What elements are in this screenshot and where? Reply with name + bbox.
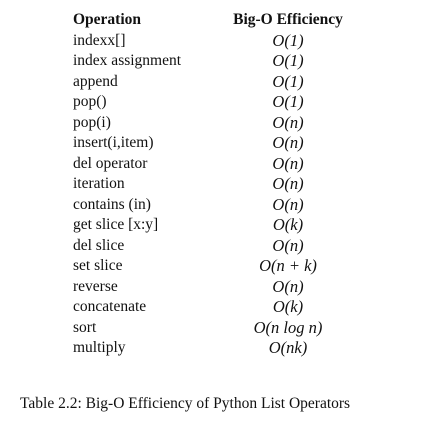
complexity-cell: O(1) [272,92,304,111]
operation-cell: contains (in) [73,195,151,213]
table-row: contains (in) O(n) [73,195,353,216]
table-caption: Table 2.2: Big-O Efficiency of Python Li… [20,395,351,412]
table-row: index assignment O(1) [73,51,353,72]
operation-cell: del operator [73,154,148,172]
operation-cell: reverse [73,277,118,295]
operations-table: Operation Big-O Efficiency indexx[] O(1) i… [73,10,353,359]
table-row: set slice O(n + k) [73,256,353,277]
complexity-cell: O(n) [272,153,304,173]
operation-cell: index assignment [73,52,182,69]
table-row: insert(i,item) O(n) [73,133,353,154]
table-row: multiply O(nk) [73,338,353,359]
operation-cell: sort [73,318,97,336]
complexity-cell: O(n) [272,194,304,214]
complexity-cell: O(n) [272,235,304,255]
complexity-cell: O(n) [272,276,304,296]
table-row: reverse O(n) [73,277,353,298]
table-row: iteration O(n) [73,174,353,195]
complexity-cell: O(n log n) [253,317,323,337]
header-cell: Big-O Efficiency [233,11,343,28]
table-row: pop(i) O(n) [73,113,353,134]
operation-cell: concatenate [73,298,147,315]
operation-cell: pop() [73,93,107,110]
operation-cell: pop(i) [73,113,111,131]
table-row: get slice [x:y] O(k) [73,215,353,236]
table-row: del operator O(n) [73,154,353,175]
table-row: del slice O(n) [73,236,353,257]
operation-cell: insert(i,item) [73,134,154,151]
operation-cell: append [73,72,118,90]
table-row: indexx[] O(1) [73,31,353,52]
operation-cell: del slice [73,236,125,254]
operation-cell: multiply [73,339,126,356]
header-cell: Operation [73,11,142,28]
complexity-cell: O(nk) [268,338,308,357]
complexity-cell: O(1) [272,51,304,70]
table-head: Operation Big-O Efficiency [73,10,353,31]
table-row: concatenate O(k) [73,297,353,318]
header-row: Operation Big-O Efficiency [73,10,353,31]
table-row: append O(1) [73,72,353,93]
complexity-cell: O(n) [272,112,304,132]
operation-cell: iteration [73,175,125,192]
complexity-cell: O(k) [272,297,304,316]
complexity-cell: O(1) [272,30,304,50]
table-row: sort O(n log n) [73,318,353,339]
operation-cell: get slice [x:y] [73,216,159,233]
table-body: indexx[] O(1) index assignment O(1) append O(… [73,31,353,359]
operation-cell: set slice [73,257,123,274]
complexity-cell: O(n) [272,133,304,152]
table-row: pop() O(1) [73,92,353,113]
complexity-cell: O(n + k) [259,256,317,275]
operation-cell: indexx[] [73,31,126,49]
complexity-cell: O(1) [272,71,304,91]
complexity-cell: O(n) [272,174,304,193]
complexity-cell: O(k) [272,215,304,234]
